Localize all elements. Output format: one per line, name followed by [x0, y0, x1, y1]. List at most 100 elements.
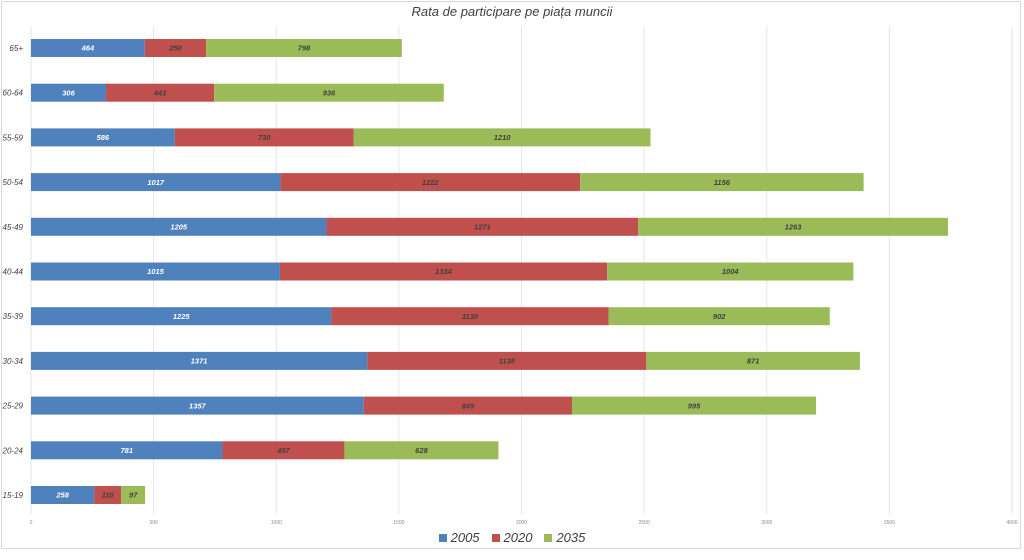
data-label: 1015 — [147, 267, 165, 276]
data-label: 1222 — [422, 178, 440, 187]
bar-2035-45-49 — [638, 217, 948, 236]
bar-2005-40-44 — [31, 262, 280, 281]
bar-2005-55-59 — [31, 128, 175, 147]
bar-2005-15-19 — [31, 486, 95, 504]
x-tick-label: 3500 — [884, 520, 895, 526]
data-label: 464 — [81, 44, 95, 53]
data-label: 849 — [462, 401, 475, 410]
bar-2020-55-59 — [174, 128, 354, 147]
data-label: 1205 — [170, 223, 188, 232]
data-label: 1334 — [435, 267, 453, 276]
data-label: 1004 — [722, 267, 740, 276]
data-label: 902 — [713, 312, 726, 321]
bar-2035-25-29 — [572, 396, 817, 415]
y-axis-categories: 65+ 60-64 55-59 50-54 45-49 40-44 35-39 30-34 25… — [2, 44, 24, 500]
legend-swatch — [544, 533, 553, 542]
bar-2020-45-49 — [326, 217, 639, 236]
x-tick-label: 0 — [30, 520, 33, 526]
data-label: 258 — [55, 491, 69, 500]
bar-2020-15-19 — [94, 486, 122, 504]
chart-frame — [1, 1, 1021, 549]
category-label: 65+ — [9, 44, 23, 53]
legend-swatch — [438, 533, 447, 542]
bar-2020-60-64 — [106, 83, 215, 102]
x-tick-label: 3000 — [761, 520, 772, 526]
data-labels: 464 250 798 306 441 936 586 730 1210 1017 1222 1156… — [55, 44, 802, 500]
bar-2020-20-24 — [222, 441, 345, 460]
data-label: 1263 — [785, 223, 803, 232]
data-label: 1357 — [189, 401, 207, 410]
bar-2035-30-34 — [646, 351, 860, 370]
bar-2035-15-19 — [121, 486, 146, 504]
bar-2005-50-54 — [31, 173, 281, 192]
bar-2005-35-39 — [31, 307, 332, 326]
legend-item-2020: 2020 — [491, 530, 533, 545]
bar-2035-55-59 — [353, 128, 651, 147]
data-label: 995 — [688, 401, 701, 410]
category-label: 15-19 — [3, 491, 24, 500]
data-label: 1210 — [494, 133, 512, 142]
data-label: 936 — [323, 88, 336, 97]
bar-2005-60-64 — [31, 83, 107, 102]
x-tick-label: 2500 — [639, 520, 650, 526]
bar-2020-40-44 — [279, 262, 608, 281]
category-label: 55-59 — [3, 133, 24, 142]
data-label: 871 — [747, 357, 760, 366]
data-label: 1271 — [474, 223, 491, 232]
bar-2005-65+ — [31, 39, 145, 57]
chart-title: Rata de participare pe piața muncii — [411, 4, 613, 19]
data-label: 1156 — [714, 178, 731, 187]
data-label: 441 — [153, 88, 167, 97]
bar-2020-50-54 — [280, 173, 581, 192]
bar-2020-35-39 — [331, 307, 609, 326]
bar-2035-60-64 — [214, 83, 444, 102]
bar-2005-25-29 — [31, 396, 364, 415]
x-tick-label: 500 — [149, 520, 158, 526]
bar-2035-40-44 — [607, 262, 854, 281]
bar-2035-65+ — [206, 39, 402, 57]
bar-2005-20-24 — [31, 441, 223, 460]
legend-label: 2005 — [450, 530, 480, 545]
category-label: 30-34 — [3, 357, 24, 366]
data-label: 306 — [62, 88, 75, 97]
x-axis-ticks: 0 500 1000 1500 2000 2500 3000 3500 4000 — [30, 520, 1018, 526]
data-label: 1225 — [173, 312, 191, 321]
data-label: 1017 — [147, 178, 165, 187]
data-label: 730 — [258, 133, 271, 142]
category-label: 40-44 — [3, 268, 24, 277]
category-label: 60-64 — [3, 89, 24, 98]
data-label: 798 — [298, 44, 311, 53]
data-label: 497 — [276, 446, 290, 455]
category-label: 45-49 — [3, 223, 24, 232]
legend-label: 2020 — [503, 530, 533, 545]
bar-2035-35-39 — [608, 307, 830, 326]
x-tick-label: 1000 — [271, 520, 282, 526]
bar-2035-20-24 — [344, 441, 499, 460]
bar-2005-30-34 — [31, 351, 368, 370]
category-label: 20-24 — [2, 446, 24, 455]
data-label: 1130 — [462, 312, 479, 321]
legend-item-2005: 2005 — [438, 530, 480, 545]
data-label: 586 — [97, 133, 110, 142]
bar-2005-45-49 — [31, 217, 327, 236]
legend: 2005 2020 2035 — [0, 530, 1024, 545]
bar-2035-50-54 — [580, 173, 864, 192]
category-label: 50-54 — [3, 178, 24, 187]
bar-2020-30-34 — [367, 351, 647, 370]
legend-swatch — [491, 533, 500, 542]
x-tick-label: 2000 — [516, 520, 527, 526]
bar-2020-65+ — [144, 39, 207, 57]
data-label: 1371 — [191, 357, 208, 366]
data-label: 250 — [168, 44, 182, 53]
x-tick-label: 1500 — [393, 520, 404, 526]
bar-2020-25-29 — [363, 396, 573, 415]
bars — [31, 39, 948, 504]
x-tick-label: 4000 — [1006, 520, 1017, 526]
data-label: 628 — [415, 446, 428, 455]
category-label: 35-39 — [3, 312, 24, 321]
data-label: 781 — [121, 446, 134, 455]
data-label: 97 — [129, 491, 138, 500]
category-label: 25-29 — [2, 402, 24, 411]
legend-label: 2035 — [556, 530, 586, 545]
data-label: 110 — [102, 491, 115, 500]
